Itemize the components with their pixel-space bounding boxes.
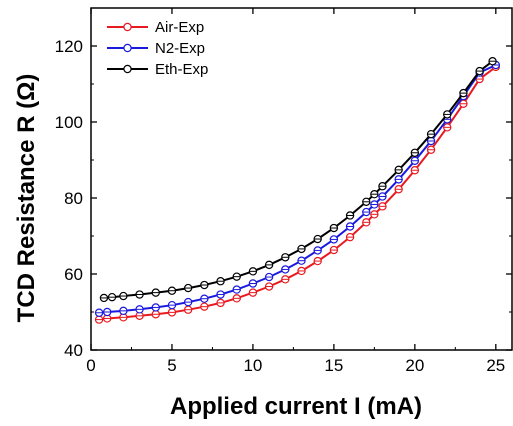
x-tick-label: 10 [243, 356, 262, 375]
plot-border [90, 7, 513, 351]
series-1 [94, 60, 501, 317]
legend-item: Eth-Exp [107, 61, 208, 78]
legend-marker [123, 22, 132, 32]
x-tick-label: 25 [486, 356, 505, 375]
x-axis-title: Applied current I (mA) [170, 393, 422, 420]
plot-frame [90, 7, 513, 351]
series-2 [99, 57, 497, 303]
y-tick-label: 120 [55, 37, 83, 56]
legend-label: Air-Exp [155, 19, 204, 36]
y-tick-label: 80 [64, 189, 83, 208]
x-tick-label: 15 [324, 356, 343, 375]
x-tick-label: 5 [167, 356, 176, 375]
legend-label: Eth-Exp [155, 61, 208, 78]
x-tick-label: 0 [86, 356, 95, 375]
y-axis-title: TCD Resistance R (Ω) [13, 74, 40, 323]
legend-item: Air-Exp [107, 19, 204, 36]
series-0 [94, 62, 501, 324]
legend-label: N2-Exp [155, 40, 205, 57]
ticks-layer: 0 5 10 15 20 25 40 60 80 100 120 [55, 8, 512, 375]
legend-marker [123, 64, 132, 74]
legend-item: N2-Exp [107, 40, 205, 57]
legend-marker [123, 43, 132, 53]
series-line [98, 66, 497, 321]
y-tick-label: 100 [55, 113, 83, 132]
x-tick-label: 20 [405, 356, 424, 375]
y-tick-label: 60 [64, 265, 83, 284]
series-line [99, 64, 497, 314]
y-tick-label: 40 [64, 341, 83, 360]
legend: Air-Exp N2-Exp Eth-Exp [107, 19, 208, 78]
series-layer [94, 57, 501, 324]
